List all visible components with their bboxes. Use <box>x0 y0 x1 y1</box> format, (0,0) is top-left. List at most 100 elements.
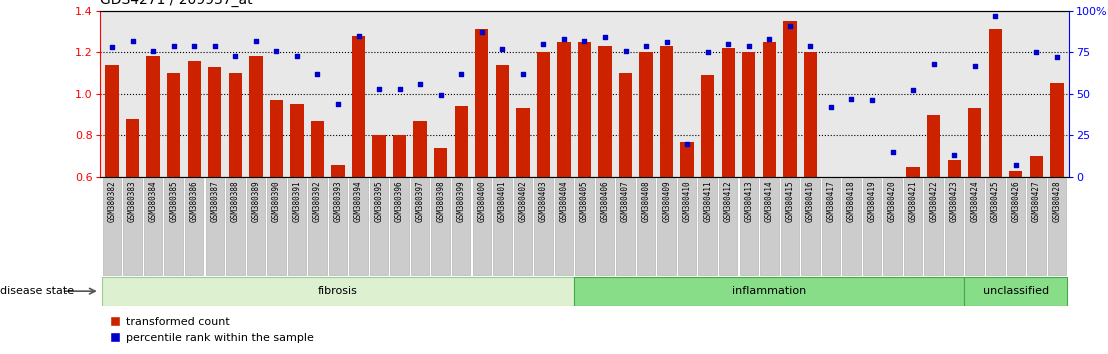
Point <box>288 53 306 58</box>
Point <box>247 38 265 44</box>
Point <box>1048 55 1066 60</box>
Bar <box>1009 171 1023 177</box>
Point <box>740 43 758 48</box>
Text: GSM380410: GSM380410 <box>683 180 691 222</box>
FancyBboxPatch shape <box>637 178 655 275</box>
Text: unclassified: unclassified <box>983 286 1049 296</box>
Text: GSM380419: GSM380419 <box>868 180 876 222</box>
Bar <box>434 148 448 177</box>
Text: GSM380411: GSM380411 <box>704 180 712 222</box>
Text: GSM380389: GSM380389 <box>252 180 260 222</box>
Text: GSM380396: GSM380396 <box>396 180 404 222</box>
Point <box>658 39 676 45</box>
Bar <box>721 48 735 177</box>
FancyBboxPatch shape <box>308 178 327 275</box>
Bar <box>598 46 612 177</box>
FancyBboxPatch shape <box>924 178 943 275</box>
Bar <box>269 100 283 177</box>
Bar <box>577 42 592 177</box>
Text: GSM380416: GSM380416 <box>806 180 814 222</box>
Text: GSM380425: GSM380425 <box>991 180 999 222</box>
FancyBboxPatch shape <box>555 178 573 275</box>
Text: GSM380423: GSM380423 <box>950 180 958 222</box>
Bar <box>557 42 571 177</box>
Text: GSM380406: GSM380406 <box>601 180 609 222</box>
Text: GSM380401: GSM380401 <box>497 180 506 222</box>
Bar <box>639 52 653 177</box>
Bar <box>516 108 530 177</box>
Bar <box>680 142 694 177</box>
Bar <box>844 177 859 189</box>
Point <box>781 23 799 28</box>
FancyBboxPatch shape <box>883 178 902 275</box>
Point <box>267 48 285 53</box>
Point <box>945 153 963 158</box>
Bar <box>701 75 715 177</box>
FancyBboxPatch shape <box>370 178 388 275</box>
FancyBboxPatch shape <box>863 178 881 275</box>
FancyBboxPatch shape <box>288 178 306 275</box>
Point <box>124 38 142 44</box>
Bar <box>906 167 920 177</box>
Point <box>185 43 203 48</box>
Text: GSM380394: GSM380394 <box>355 180 363 222</box>
Point <box>411 81 429 87</box>
Text: GSM380426: GSM380426 <box>1012 180 1020 222</box>
Bar <box>228 73 242 177</box>
Bar <box>947 160 961 177</box>
FancyBboxPatch shape <box>514 178 532 275</box>
Bar <box>126 119 140 177</box>
Text: GSM380386: GSM380386 <box>189 180 198 222</box>
FancyBboxPatch shape <box>472 178 491 275</box>
Point <box>842 96 860 102</box>
FancyBboxPatch shape <box>719 178 738 275</box>
Point <box>596 34 614 40</box>
Bar <box>536 52 550 177</box>
Text: inflammation: inflammation <box>732 286 807 296</box>
Point <box>884 149 902 155</box>
Point <box>925 61 943 67</box>
Point <box>617 48 635 53</box>
FancyBboxPatch shape <box>596 178 614 275</box>
FancyBboxPatch shape <box>1048 178 1066 275</box>
Point <box>904 88 922 93</box>
Text: fibrosis: fibrosis <box>318 286 358 296</box>
Point <box>165 43 183 48</box>
Bar <box>187 61 201 177</box>
FancyBboxPatch shape <box>842 178 861 275</box>
Text: GSM380400: GSM380400 <box>478 180 486 222</box>
Text: GSM380399: GSM380399 <box>456 180 465 222</box>
Point <box>699 50 717 55</box>
Point <box>863 98 881 103</box>
FancyBboxPatch shape <box>739 178 758 275</box>
Bar <box>352 36 366 177</box>
Text: GSM380382: GSM380382 <box>107 180 116 222</box>
Bar <box>968 108 982 177</box>
Text: GSM380409: GSM380409 <box>663 180 671 222</box>
Text: GSM380424: GSM380424 <box>971 180 979 222</box>
Point <box>452 71 470 77</box>
Bar <box>1050 84 1064 177</box>
Point <box>309 71 327 77</box>
FancyBboxPatch shape <box>431 178 450 275</box>
Text: GSM380404: GSM380404 <box>560 180 568 222</box>
Bar <box>372 135 386 177</box>
Text: GSM380392: GSM380392 <box>312 180 322 222</box>
FancyBboxPatch shape <box>986 178 1005 275</box>
Text: GSM380412: GSM380412 <box>724 180 732 222</box>
FancyBboxPatch shape <box>657 178 676 275</box>
Point <box>329 101 347 107</box>
Bar <box>1029 156 1043 177</box>
Point <box>576 38 594 44</box>
Bar <box>167 73 181 177</box>
Text: GSM380420: GSM380420 <box>889 180 897 222</box>
FancyBboxPatch shape <box>329 178 347 275</box>
FancyBboxPatch shape <box>801 178 820 275</box>
Text: GSM380413: GSM380413 <box>745 180 753 222</box>
Bar <box>105 65 119 177</box>
Bar <box>742 52 756 177</box>
Point <box>473 29 491 35</box>
Text: GSM380405: GSM380405 <box>579 180 589 222</box>
Point <box>350 33 368 39</box>
Text: GSM380415: GSM380415 <box>786 180 794 222</box>
